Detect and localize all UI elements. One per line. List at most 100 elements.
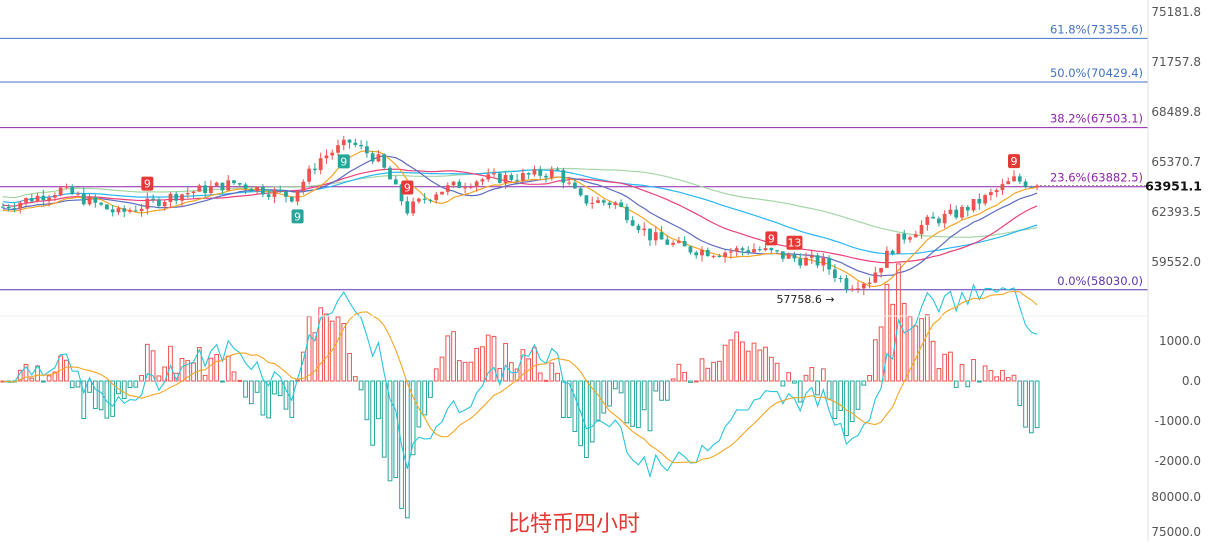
macd-bar [335, 316, 341, 382]
macd-bar [254, 380, 260, 393]
candle-body [538, 169, 543, 176]
macd-bar [774, 362, 780, 382]
candle-body [324, 155, 329, 159]
candle-body [1023, 181, 1028, 187]
candle [902, 229, 907, 244]
candle-body [133, 210, 138, 212]
candle-body [428, 199, 433, 201]
candle-body [376, 154, 381, 162]
macd-bar [46, 375, 52, 382]
candle [515, 174, 519, 185]
candle [93, 194, 98, 208]
candle [619, 199, 623, 208]
candle-body [867, 282, 872, 284]
candle [717, 253, 722, 258]
macd-bar [474, 347, 480, 382]
macd-bar [491, 335, 497, 382]
candle [249, 187, 254, 192]
macd-bar [110, 380, 116, 417]
candle [971, 198, 976, 213]
candle-body [723, 252, 727, 258]
candle-body [174, 193, 179, 201]
candle [850, 285, 855, 292]
candle [798, 253, 803, 269]
candle [266, 189, 271, 200]
fib-label-4: 0.0%(58030.0) [1057, 274, 1143, 288]
candle-body [925, 216, 930, 225]
candle [76, 191, 80, 197]
macd-bar [202, 374, 208, 382]
candle [948, 203, 953, 216]
macd-bar [1028, 380, 1034, 434]
macd-bar [156, 375, 162, 382]
candle-body [1, 206, 5, 208]
candle [336, 139, 340, 157]
candle-body [76, 193, 80, 195]
candle [133, 205, 138, 212]
candle [128, 207, 132, 214]
candle-body [266, 194, 271, 197]
candle-body [313, 168, 317, 171]
candle [382, 153, 387, 169]
candle-body [908, 237, 912, 240]
candle [301, 179, 306, 195]
candle [12, 202, 17, 213]
candle [145, 192, 150, 215]
macd-bar [751, 342, 757, 382]
candle-body [353, 142, 358, 145]
candle [977, 193, 982, 210]
macd-bar [272, 380, 277, 395]
macd-bar [58, 355, 64, 382]
candle [688, 245, 693, 255]
macd-bar [92, 380, 98, 409]
macd-bar [23, 363, 29, 382]
candle [740, 246, 745, 256]
candle [486, 168, 491, 182]
macd-bar [358, 380, 364, 391]
candle [278, 185, 283, 193]
macd-bar [370, 380, 376, 446]
fib-label-3: 23.6%(63882.5) [1050, 171, 1143, 185]
ma-line-purple [2, 155, 1038, 277]
candle [989, 188, 993, 201]
candle [81, 187, 86, 206]
candle [197, 183, 202, 192]
candle [913, 230, 918, 238]
macd-tick-label: -2000.0 [1155, 454, 1201, 468]
candle-body [1017, 176, 1022, 182]
candle-body [913, 234, 918, 238]
macd-bar [381, 380, 387, 458]
macd-bar [849, 380, 855, 423]
candle-body [503, 175, 508, 183]
macd-bar [324, 313, 329, 382]
candle [41, 189, 46, 207]
td-marker-label: 9 [1011, 155, 1018, 168]
fib-label-1: 50.0%(70429.4) [1050, 66, 1143, 80]
candle-body [578, 188, 583, 196]
macd-bar [832, 380, 838, 419]
candle-body [237, 183, 242, 185]
candle-body [197, 185, 202, 192]
candle-body [827, 257, 831, 270]
macd-bar [965, 380, 971, 388]
candle-body [434, 194, 439, 201]
candle-body [474, 181, 479, 187]
candle [786, 252, 791, 259]
candle [180, 193, 184, 208]
candle-body [994, 190, 999, 193]
macd-bar [740, 341, 745, 382]
td-marker-3: 9 [401, 180, 414, 195]
price-tick-label: 75181.8 [1151, 5, 1201, 19]
candle-body [249, 188, 254, 192]
candle [729, 247, 733, 259]
candle-body [151, 198, 155, 200]
macd-bar [711, 361, 716, 382]
candle [555, 167, 560, 171]
macd-bar [185, 360, 191, 382]
candle-body [902, 233, 907, 240]
candle [376, 150, 381, 163]
candle [763, 243, 768, 252]
candle [1029, 185, 1034, 189]
td-marker-5: 13 [786, 235, 803, 250]
volume-tick-label: 75000.0 [1151, 525, 1201, 539]
